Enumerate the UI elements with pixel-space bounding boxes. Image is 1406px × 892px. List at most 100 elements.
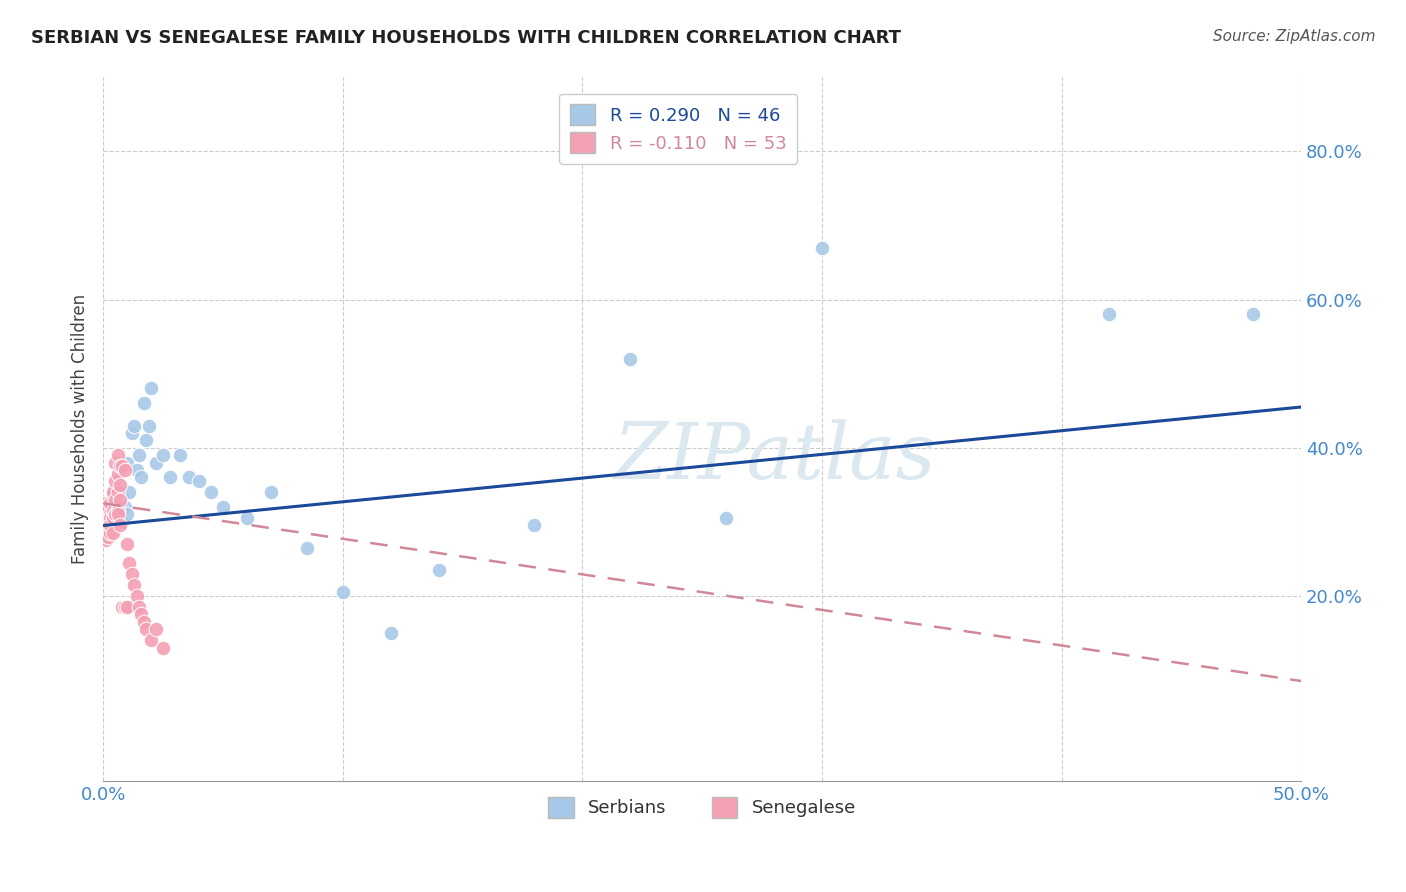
Point xyxy=(98,496,121,510)
Text: Source: ZipAtlas.com: Source: ZipAtlas.com xyxy=(1212,29,1375,44)
Point xyxy=(152,448,174,462)
Point xyxy=(260,485,283,500)
Point xyxy=(114,500,136,514)
Point xyxy=(108,504,131,518)
Point xyxy=(135,622,157,636)
Point xyxy=(101,485,124,500)
Point xyxy=(179,470,201,484)
Point xyxy=(94,511,117,525)
Point xyxy=(101,504,124,518)
Point xyxy=(135,434,157,448)
Point xyxy=(107,448,129,462)
Point xyxy=(125,589,148,603)
Point xyxy=(98,518,121,533)
Point xyxy=(98,518,121,533)
Point xyxy=(111,459,134,474)
Point xyxy=(128,599,150,614)
Point xyxy=(619,351,641,366)
Point xyxy=(124,418,146,433)
Point xyxy=(115,537,138,551)
Point xyxy=(111,489,134,503)
Point xyxy=(101,489,124,503)
Point xyxy=(200,485,222,500)
Point xyxy=(188,474,211,488)
Point xyxy=(1241,307,1264,321)
Point xyxy=(104,456,127,470)
Text: SERBIAN VS SENEGALESE FAMILY HOUSEHOLDS WITH CHILDREN CORRELATION CHART: SERBIAN VS SENEGALESE FAMILY HOUSEHOLDS … xyxy=(31,29,901,46)
Point xyxy=(108,477,131,491)
Point xyxy=(101,504,124,518)
Point xyxy=(101,511,124,525)
Point xyxy=(115,599,138,614)
Point xyxy=(111,515,134,529)
Point xyxy=(714,511,737,525)
Point xyxy=(523,518,546,533)
Point xyxy=(212,500,235,514)
Point xyxy=(118,485,141,500)
Point xyxy=(108,459,131,474)
Point xyxy=(115,456,138,470)
Point xyxy=(98,511,121,525)
Point xyxy=(108,496,131,510)
Point xyxy=(104,474,127,488)
Point xyxy=(107,467,129,481)
Point xyxy=(811,241,834,255)
Point xyxy=(121,566,143,581)
Point xyxy=(236,511,259,525)
Point xyxy=(104,500,127,514)
Point xyxy=(132,615,155,629)
Point xyxy=(295,541,318,555)
Point xyxy=(98,508,121,522)
Point xyxy=(98,518,121,533)
Point xyxy=(332,585,354,599)
Point xyxy=(132,396,155,410)
Point xyxy=(124,578,146,592)
Point xyxy=(97,508,120,522)
Point xyxy=(94,508,117,522)
Point xyxy=(121,425,143,440)
Point xyxy=(94,496,117,510)
Point xyxy=(97,515,120,529)
Point xyxy=(114,599,136,614)
Point xyxy=(108,492,131,507)
Point xyxy=(104,511,127,525)
Point xyxy=(427,563,450,577)
Point xyxy=(159,470,181,484)
Point xyxy=(131,607,153,622)
Point xyxy=(101,515,124,529)
Point xyxy=(125,463,148,477)
Point xyxy=(152,640,174,655)
Text: ZIPatlas: ZIPatlas xyxy=(613,419,935,496)
Point xyxy=(94,533,117,548)
Point xyxy=(104,492,127,507)
Point xyxy=(115,508,138,522)
Point xyxy=(107,492,129,507)
Point xyxy=(138,418,160,433)
Point xyxy=(380,626,402,640)
Point xyxy=(97,500,120,514)
Point xyxy=(97,515,120,529)
Point xyxy=(128,448,150,462)
Point xyxy=(108,518,131,533)
Point xyxy=(104,508,127,522)
Point xyxy=(139,633,162,648)
Point xyxy=(98,508,121,522)
Y-axis label: Family Households with Children: Family Households with Children xyxy=(72,294,89,565)
Point xyxy=(97,504,120,518)
Point xyxy=(107,508,129,522)
Point xyxy=(1098,307,1121,321)
Point xyxy=(111,599,134,614)
Point xyxy=(145,622,167,636)
Point xyxy=(107,485,129,500)
Point xyxy=(114,463,136,477)
Legend: Serbians, Senegalese: Serbians, Senegalese xyxy=(541,789,863,825)
Point xyxy=(97,511,120,525)
Point xyxy=(169,448,191,462)
Point xyxy=(139,382,162,396)
Point xyxy=(97,530,120,544)
Point xyxy=(131,470,153,484)
Point xyxy=(98,525,121,540)
Point xyxy=(107,508,129,522)
Point xyxy=(101,525,124,540)
Point xyxy=(107,504,129,518)
